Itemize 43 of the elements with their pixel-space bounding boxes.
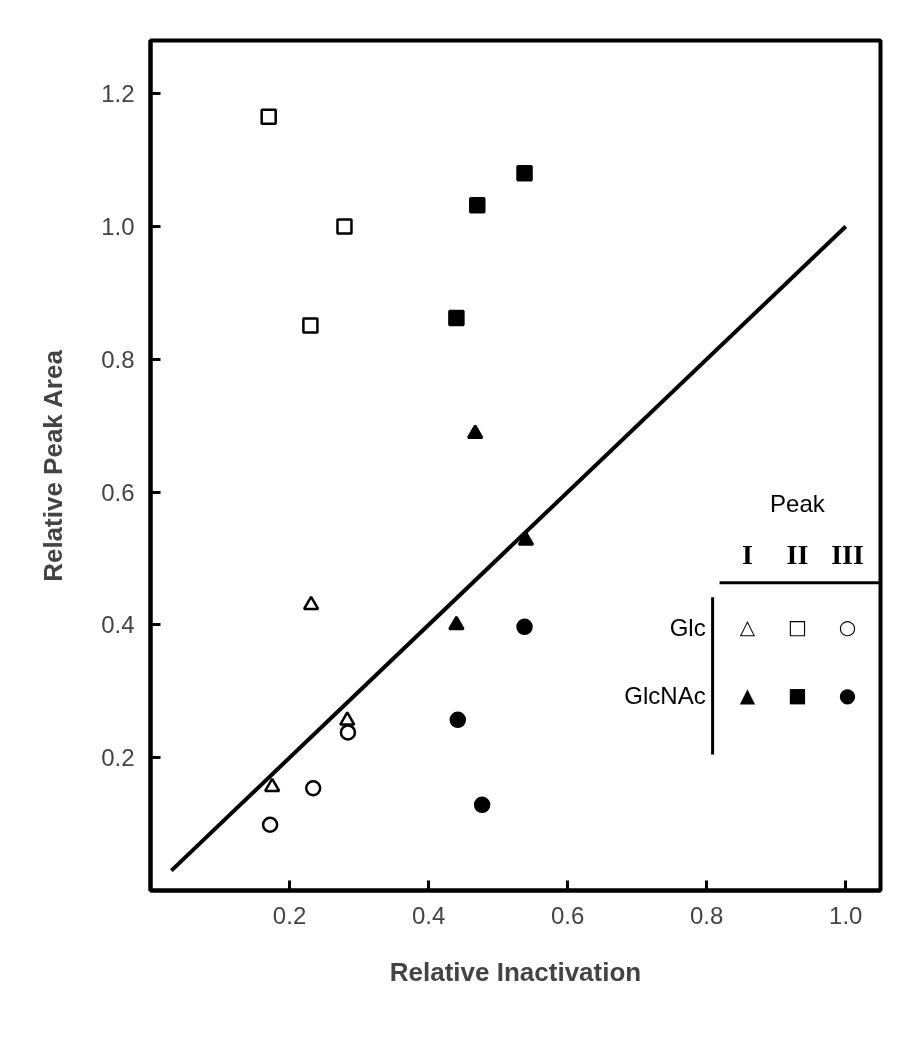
y-tick-label: 0.8 [101,345,135,373]
x-tick-label: 1.0 [829,901,863,929]
point [448,615,465,631]
point [302,317,319,334]
point [336,218,353,235]
annotation: III [831,539,864,571]
x-tick-label: 0.8 [690,901,724,929]
x-tick-label: 0.6 [550,901,585,929]
point [516,165,533,182]
point [466,424,484,439]
x-axis-title: Relative Inactivation [389,956,642,987]
y-tick-label: 0.2 [101,744,135,772]
point [516,618,533,636]
annotation: □ [787,615,807,639]
annotation: II [786,539,809,571]
x-tick-label: 0.2 [272,901,307,929]
annotation: I [741,539,753,571]
point [302,595,320,611]
y-axis-title: Relative Peak Area [38,349,69,582]
y-tick-label: 0.4 [101,611,135,639]
point [449,711,467,729]
y-tick-label: 1.2 [101,80,135,108]
point [517,531,535,546]
point [469,196,486,214]
y-tick-label: 1.0 [101,212,135,240]
point [339,711,356,726]
annotation: Glc [669,613,706,641]
annotation: ▲ [739,683,756,707]
legend-title: Peak [770,490,826,518]
point [473,796,491,814]
point [448,309,465,327]
annotation: △ [739,615,756,639]
annotation: ○ [838,615,857,639]
annotation: ■ [787,683,807,707]
point [261,816,279,833]
point [263,777,281,793]
point [339,724,357,741]
annotation: GlcNAc [624,681,706,709]
point [304,780,322,797]
annotation: ● [838,683,857,707]
y-tick-label: 0.6 [101,478,135,506]
point [260,108,277,126]
x-tick-label: 0.4 [411,901,446,929]
